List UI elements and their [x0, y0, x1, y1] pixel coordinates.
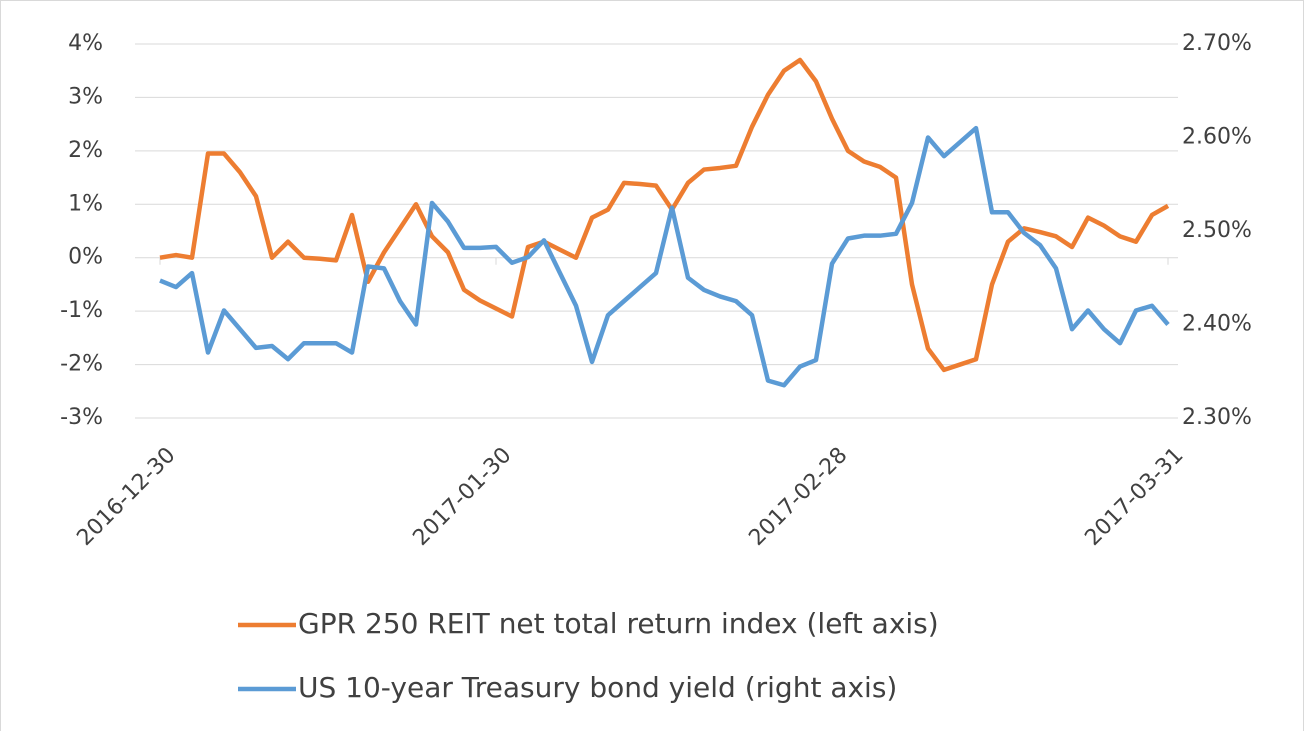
- x-tick-label: 2017-02-28: [744, 443, 852, 551]
- y-tick-label: -1%: [60, 298, 103, 323]
- y-tick-label: -2%: [60, 352, 103, 377]
- y-tick-label: 0%: [68, 245, 103, 270]
- y2-tick-label: 2.30%: [1182, 405, 1252, 430]
- y2-tick-label: 2.60%: [1182, 125, 1252, 150]
- y2-tick-label: 2.40%: [1182, 312, 1252, 337]
- data-line: [159, 125, 1170, 388]
- x-tick-label: 2016-12-30: [72, 443, 180, 551]
- y2-tick-label: 2.70%: [1182, 31, 1252, 56]
- legend-label: GPR 250 REIT net total return index (lef…: [298, 607, 939, 640]
- y-tick-label: 2%: [68, 138, 103, 163]
- y-tick-label: -3%: [60, 405, 103, 430]
- y-tick-label: 3%: [68, 84, 103, 109]
- x-tick-label: 2017-03-31: [1080, 443, 1188, 551]
- y2-tick-label: 2.50%: [1182, 218, 1252, 243]
- y-tick-label: 1%: [68, 191, 103, 216]
- y-tick-label: 4%: [68, 31, 103, 56]
- data-line: [159, 57, 1170, 373]
- legend-label: US 10-year Treasury bond yield (right ax…: [298, 671, 897, 704]
- x-tick-label: 2017-01-30: [408, 443, 516, 551]
